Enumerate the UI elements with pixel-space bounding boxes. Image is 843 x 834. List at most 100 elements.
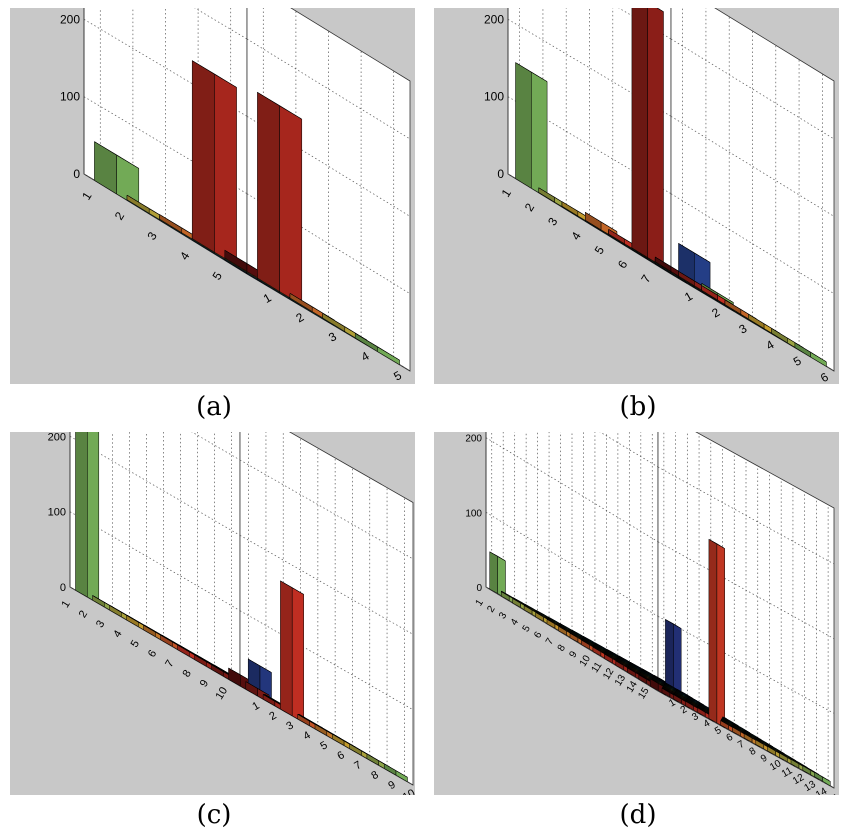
col-tick-label: 2 (294, 310, 307, 326)
z-tick-label: 200 (60, 12, 80, 26)
col-tick-label: 2 (679, 704, 690, 717)
row-tick-label: 1 (79, 189, 95, 202)
z-tick-label: 0 (476, 583, 482, 594)
axes-walls (69, 432, 414, 786)
row-tick-label: 3 (497, 610, 510, 621)
col-tick-label: 2 (709, 305, 722, 321)
bar-r1-c6 (631, 8, 664, 268)
row-tick-label: 6 (532, 630, 545, 641)
bar-r10-c10 (383, 763, 408, 783)
col-tick-label: 6 (818, 370, 831, 384)
row-tick-label: 5 (592, 243, 608, 256)
row-tick-label: 6 (146, 648, 159, 660)
bar-r7-c7 (794, 342, 827, 367)
row-tick-label: 5 (210, 269, 226, 282)
z-tick-label: 100 (48, 507, 66, 519)
row-tick-label: 7 (638, 272, 654, 285)
bars (75, 432, 408, 783)
bars (94, 60, 400, 366)
axes-walls (507, 8, 835, 372)
bars (489, 538, 831, 787)
col-tick-label: 10 (401, 787, 415, 795)
row-tick-label: 6 (615, 258, 631, 271)
row-tick-label: 1 (474, 597, 487, 608)
col-tick-label: 8 (748, 745, 759, 758)
col-tick-label: 6 (335, 749, 346, 762)
caption-b: (b) (619, 392, 657, 422)
row-tick-label: 4 (111, 628, 124, 640)
row-tick-label: 1 (499, 186, 515, 199)
row-tick-label: 4 (177, 249, 193, 262)
row-tick-label: 7 (163, 658, 176, 670)
col-tick-label: 5 (391, 368, 404, 384)
col-tick-label: 5 (713, 725, 724, 738)
chart-d-svg: 0100200300123456789101112131415123456789… (465, 432, 839, 795)
panel-c: 01002003001234567891012345678910 (10, 432, 415, 795)
z-tick-label: 0 (497, 167, 504, 181)
row-tick-label: 3 (545, 215, 561, 228)
row-tick-label: 1 (59, 599, 72, 611)
row-tick-label: 7 (544, 636, 557, 647)
row-tick-label: 4 (568, 229, 584, 242)
row-tick-label: 2 (77, 608, 90, 620)
row-tick-label: 2 (485, 604, 498, 615)
bar-r15-c2 (665, 618, 682, 697)
bar-r1-c1 (94, 141, 140, 208)
panel-b: 01002003001234567123456 (434, 8, 839, 384)
row-tick-label: 15 (636, 685, 651, 701)
bar-r15-c15 (814, 771, 831, 787)
chart-a-svg: 01002003001234512345 (60, 8, 411, 384)
col-tick-label: 3 (737, 321, 750, 337)
panel-a: 01002003001234512345 (10, 8, 415, 384)
row-tick-label: 5 (129, 638, 142, 650)
row-tick-label: 9 (198, 678, 211, 690)
col-tick-label: 4 (702, 718, 713, 731)
z-tick-label: 200 (465, 434, 482, 445)
col-tick-label: 4 (359, 349, 372, 365)
row-tick-label: 9 (567, 649, 580, 660)
z-tick-label: 0 (73, 167, 80, 181)
row-tick-label: 10 (213, 685, 230, 702)
row-tick-label: 2 (112, 209, 128, 222)
col-tick-label: 9 (386, 779, 397, 792)
col-tick-label: 1 (250, 700, 261, 713)
row-tick-label: 5 (521, 623, 534, 634)
col-tick-label: 5 (791, 353, 804, 369)
row-tick-label: 2 (522, 200, 538, 213)
col-tick-label: 7 (352, 759, 363, 772)
col-tick-label: 1 (261, 290, 274, 306)
col-tick-label: 4 (301, 729, 312, 742)
chart-c-svg: 01002003001234567891012345678910 (48, 432, 415, 795)
panel-d: 0100200300123456789101112131415123456789… (434, 432, 839, 795)
row-tick-label: 8 (556, 643, 569, 654)
bar-r5-c5 (354, 332, 400, 366)
col-tick-label: 10 (768, 758, 784, 773)
bar-r1-c1 (75, 432, 100, 605)
bar-r4-c10 (280, 580, 304, 723)
z-tick-label: 0 (60, 582, 66, 594)
col-tick-label: 14 (814, 786, 830, 795)
z-tick-label: 100 (465, 508, 482, 519)
z-tick-label: 200 (484, 12, 504, 26)
row-tick-label: 3 (144, 229, 160, 242)
col-tick-label: 8 (369, 769, 380, 782)
row-tick-label: 3 (94, 618, 107, 630)
z-tick-label: 100 (484, 90, 504, 104)
bar-r2-c5 (257, 91, 303, 306)
bar-r1-c4 (191, 60, 237, 266)
col-tick-label: 3 (284, 719, 295, 732)
z-tick-label: 100 (60, 90, 80, 104)
z-tick-label: 200 (48, 432, 66, 443)
row-tick-label: 8 (180, 668, 193, 680)
col-tick-label: 3 (326, 329, 339, 345)
col-tick-label: 1 (667, 697, 678, 710)
chart-b-svg: 01002003001234567123456 (484, 8, 835, 384)
bar-r1-c1 (515, 62, 548, 199)
col-tick-label: 6 (725, 732, 736, 745)
col-tick-label: 2 (267, 710, 278, 723)
col-tick-label: 4 (764, 337, 777, 353)
col-tick-label: 5 (318, 739, 329, 752)
bar-r6-c15 (708, 538, 725, 729)
col-tick-label: 15 (825, 793, 839, 795)
bars (515, 8, 827, 367)
